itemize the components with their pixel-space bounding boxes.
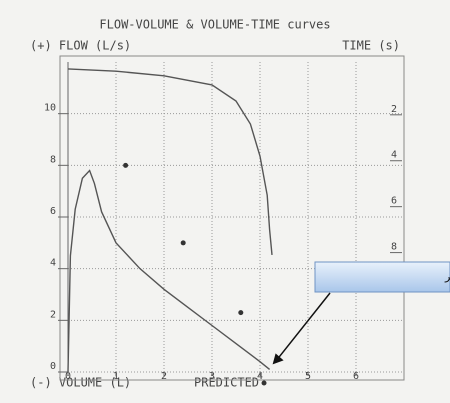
legend-marker: [261, 380, 267, 386]
chart-title: FLOW-VOLUME & VOLUME-TIME curves: [99, 18, 330, 32]
y-tick-label: 0: [50, 361, 56, 372]
y-tick-label: 8: [50, 154, 56, 165]
x-tick-label: 2: [161, 371, 167, 382]
volume-time-curve: [67, 68, 273, 255]
predicted-point: [180, 240, 186, 246]
y2-tick-label: 8: [391, 242, 397, 253]
callout-text: سیدن به نقطه صفر: [444, 270, 450, 283]
y-tick-label: 10: [44, 103, 56, 114]
y-axis-label: (+) FLOW (L/s): [30, 39, 131, 53]
flow-volume-curve: [67, 169, 271, 373]
y2-tick-label: 4: [391, 150, 397, 161]
predicted-point: [123, 162, 129, 168]
y2-axis-label: TIME (s): [342, 39, 400, 53]
x-tick-label: 6: [353, 371, 359, 382]
x-tick-label: 3: [209, 371, 215, 382]
callout-arrow: [275, 292, 331, 362]
callout-arrowhead: [272, 353, 284, 365]
y2-tick-label: 6: [391, 196, 397, 207]
x-tick-label: 4: [257, 371, 263, 382]
y2-tick-label: 2: [391, 104, 397, 115]
y-tick-label: 6: [50, 206, 56, 217]
plot-frame: [59, 55, 405, 381]
callout-box: [314, 261, 450, 293]
y-tick-label: 4: [50, 258, 56, 269]
predicted-point: [238, 310, 244, 316]
x-tick-label: 0: [65, 371, 71, 382]
legend: PREDICTED: [194, 376, 267, 390]
x-tick-label: 5: [305, 371, 311, 382]
legend-label: PREDICTED: [194, 376, 259, 390]
y-tick-label: 2: [50, 309, 56, 320]
x-axis-label: (-) VOLUME (L): [30, 376, 131, 390]
x-tick-label: 1: [113, 371, 119, 382]
